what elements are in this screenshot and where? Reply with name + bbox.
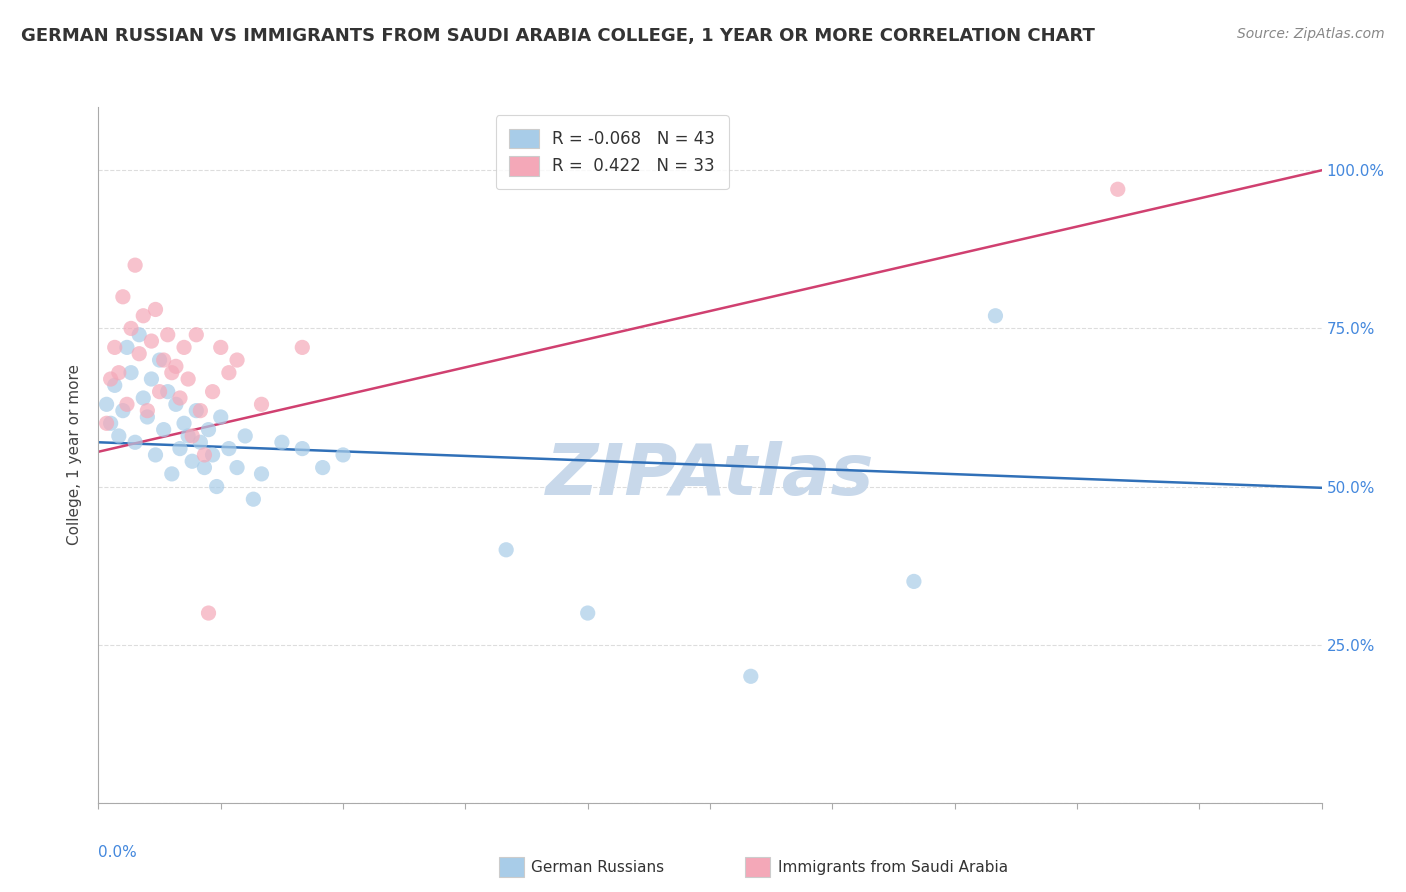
Text: ZIPAtlas: ZIPAtlas bbox=[546, 442, 875, 510]
Point bbox=[108, 366, 131, 380]
Y-axis label: College, 1 year or more: College, 1 year or more bbox=[67, 365, 83, 545]
Point bbox=[128, 347, 150, 361]
Point bbox=[165, 397, 187, 411]
Point bbox=[188, 435, 212, 450]
Point bbox=[111, 403, 134, 417]
Point bbox=[149, 384, 172, 399]
Point bbox=[136, 409, 159, 424]
Legend: R = -0.068   N = 43, R =  0.422   N = 33: R = -0.068 N = 43, R = 0.422 N = 33 bbox=[496, 115, 728, 189]
Point bbox=[209, 340, 232, 354]
Point bbox=[152, 353, 174, 368]
Point bbox=[104, 378, 127, 392]
Point bbox=[124, 258, 146, 272]
Point bbox=[193, 460, 215, 475]
Point bbox=[984, 309, 1007, 323]
Text: Immigrants from Saudi Arabia: Immigrants from Saudi Arabia bbox=[778, 860, 1008, 874]
Point bbox=[197, 423, 219, 437]
Point bbox=[332, 448, 354, 462]
Point bbox=[104, 340, 127, 354]
Point bbox=[141, 372, 163, 386]
Point bbox=[291, 442, 314, 456]
Point bbox=[903, 574, 925, 589]
Point bbox=[111, 290, 134, 304]
Point bbox=[209, 409, 232, 424]
Point bbox=[218, 442, 240, 456]
Point bbox=[188, 403, 212, 417]
Point bbox=[132, 309, 155, 323]
Point bbox=[145, 302, 167, 317]
Point bbox=[136, 403, 159, 417]
Point bbox=[193, 448, 215, 462]
Point bbox=[495, 542, 517, 557]
Point bbox=[291, 340, 314, 354]
Point bbox=[149, 353, 172, 368]
Point bbox=[177, 372, 200, 386]
Point bbox=[115, 397, 138, 411]
Point bbox=[270, 435, 294, 450]
Point bbox=[201, 384, 224, 399]
Point bbox=[100, 417, 122, 431]
Point bbox=[242, 492, 264, 507]
Point bbox=[120, 366, 142, 380]
Point bbox=[169, 391, 191, 405]
Point bbox=[740, 669, 762, 683]
Point bbox=[226, 460, 249, 475]
Point bbox=[576, 606, 599, 620]
Text: German Russians: German Russians bbox=[531, 860, 665, 874]
Point bbox=[165, 359, 187, 374]
Point bbox=[96, 417, 118, 431]
Point bbox=[132, 391, 155, 405]
Point bbox=[250, 397, 273, 411]
Point bbox=[233, 429, 256, 443]
Point bbox=[156, 384, 179, 399]
Point bbox=[108, 429, 131, 443]
Point bbox=[160, 467, 183, 481]
Point bbox=[156, 327, 179, 342]
Point bbox=[181, 454, 204, 468]
Text: GERMAN RUSSIAN VS IMMIGRANTS FROM SAUDI ARABIA COLLEGE, 1 YEAR OR MORE CORRELATI: GERMAN RUSSIAN VS IMMIGRANTS FROM SAUDI … bbox=[21, 27, 1095, 45]
Point bbox=[141, 334, 163, 348]
Point bbox=[120, 321, 142, 335]
Point bbox=[250, 467, 273, 481]
Point bbox=[177, 429, 200, 443]
Point bbox=[124, 435, 146, 450]
Point bbox=[128, 327, 150, 342]
Point bbox=[181, 429, 204, 443]
Point bbox=[312, 460, 335, 475]
Point bbox=[169, 442, 191, 456]
Point bbox=[152, 423, 174, 437]
Point bbox=[145, 448, 167, 462]
Text: 0.0%: 0.0% bbox=[98, 845, 138, 860]
Point bbox=[186, 403, 208, 417]
Point bbox=[173, 417, 195, 431]
Point bbox=[160, 366, 183, 380]
Point bbox=[197, 606, 219, 620]
Point bbox=[1107, 182, 1129, 196]
Point bbox=[186, 327, 208, 342]
Point bbox=[226, 353, 249, 368]
Point bbox=[218, 366, 240, 380]
Point bbox=[96, 397, 118, 411]
Point bbox=[201, 448, 224, 462]
Point bbox=[173, 340, 195, 354]
Point bbox=[100, 372, 122, 386]
Point bbox=[205, 479, 228, 493]
Point bbox=[115, 340, 138, 354]
Text: Source: ZipAtlas.com: Source: ZipAtlas.com bbox=[1237, 27, 1385, 41]
